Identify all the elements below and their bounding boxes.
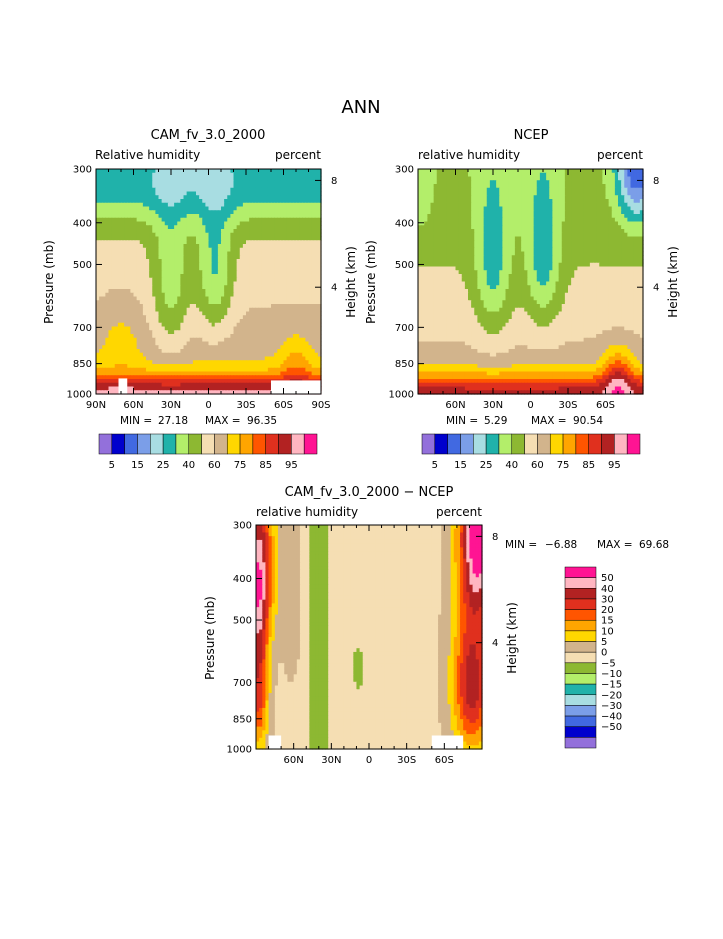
panel-cam: CAM_fv_3.0_2000 Relative humidity percen…	[42, 128, 358, 427]
units-label: percent	[275, 148, 321, 162]
x-tick-label: 60S	[274, 400, 293, 411]
y-tick-label: 1000	[67, 390, 92, 401]
x-tick-label: 30S	[236, 400, 255, 411]
missing-data-region	[119, 378, 128, 394]
panel-title: CAM_fv_3.0_2000	[151, 128, 266, 143]
y2-axis-label: Height (km)	[344, 246, 358, 317]
max-value: 96.35	[247, 415, 277, 427]
y-tick-label: 850	[73, 359, 92, 370]
y2-tick-label: 8	[331, 176, 337, 187]
x-tick-label: 0	[205, 400, 211, 411]
x-tick-label: 30N	[161, 400, 181, 411]
page-title: ANN	[341, 97, 380, 118]
field-label: relative humidity	[418, 148, 520, 162]
y-axis-label: Pressure (mb)	[42, 240, 56, 324]
units-label: percent	[597, 148, 643, 162]
field-label: Relative humidity	[95, 148, 200, 162]
y-tick-label: 400	[73, 218, 92, 229]
x-tick-label: 90N	[86, 400, 106, 411]
y-tick-label: 300	[73, 165, 92, 176]
x-tick-label: 60N	[123, 400, 143, 411]
contour-plot: 300 400 500 700 850 1000 8 4 90N 60N 30N 0 30S 60S 90S	[67, 165, 338, 412]
panel-title: NCEP	[514, 128, 549, 143]
panel-ncep: NCEP relative humidity percent 300400500…	[364, 128, 680, 427]
y-tick-label: 700	[73, 323, 92, 334]
y-tick-label: 500	[73, 260, 92, 271]
stats-line: MIN = 27.18 MAX = 96.35	[120, 415, 277, 427]
min-label: MIN =	[120, 415, 152, 427]
max-label: MAX =	[205, 415, 241, 427]
x-tick-label: 90S	[311, 400, 330, 411]
min-value: 27.18	[158, 415, 188, 427]
y2-tick-label: 4	[331, 283, 337, 294]
